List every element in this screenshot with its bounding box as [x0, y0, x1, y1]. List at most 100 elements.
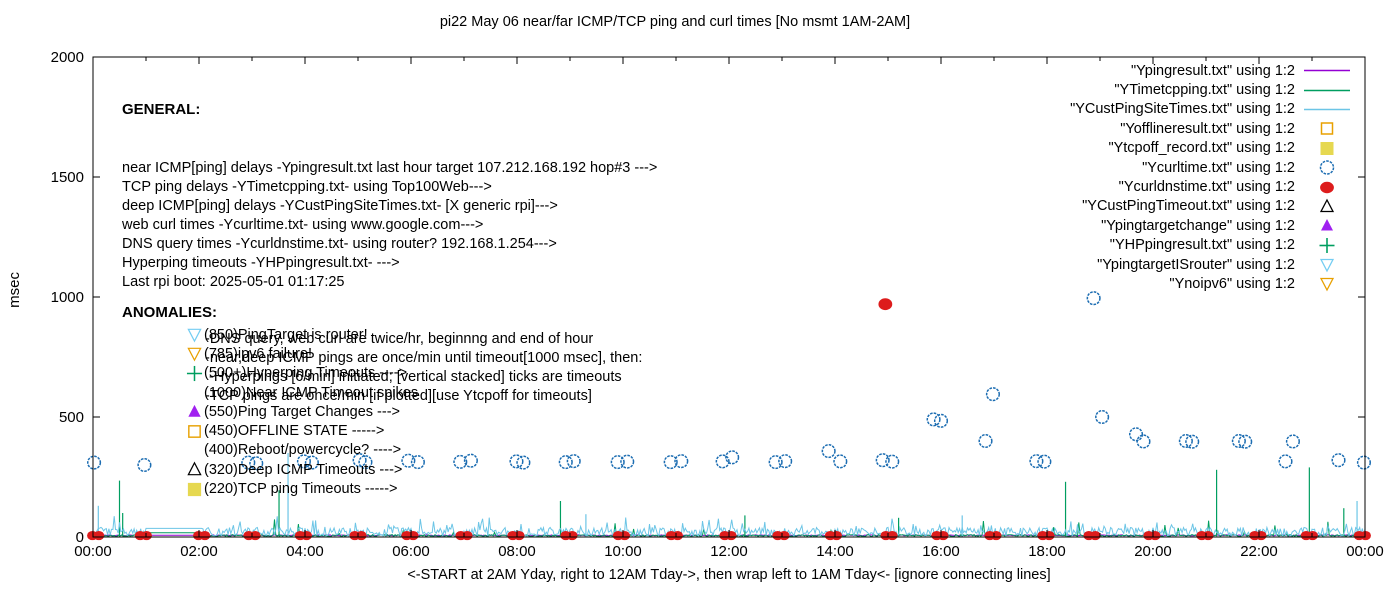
x-tick-label: 02:00	[180, 543, 218, 560]
anomalies-heading: ANOMALIES:	[122, 304, 217, 321]
series-points-Ycurltime.txt	[87, 291, 1371, 473]
square-filled-icon	[187, 482, 202, 496]
general-line: DNS query times -Ycurldnstime.txt- using…	[122, 236, 557, 252]
anomaly-row: (400)Reboot/powercycle? ---->	[186, 441, 418, 460]
legend: "Ypingresult.txt" using 1:2 "YTimetcpping…	[1070, 61, 1353, 294]
legend-row: "Ycurltime.txt" using 1:2	[1070, 158, 1353, 177]
anomaly-row: (785)ipv6 failure!	[186, 344, 418, 363]
x-axis-label: <-START at 2AM Yday, right to 12AM Tday-…	[407, 567, 1051, 583]
circle-filled-icon	[1320, 181, 1334, 193]
line-icon	[1304, 89, 1350, 91]
anomaly-spacer	[186, 442, 203, 459]
legend-label: "YpingtargetISrouter" using 1:2	[1097, 256, 1295, 273]
general-line: Last rpi boot: 2025-05-01 01:17:25	[122, 274, 345, 290]
x-tick-label: 20:00	[1134, 543, 1172, 560]
legend-row: "Ynoipv6" using 1:2	[1070, 274, 1353, 293]
general-annotation-block: GENERAL: near ICMP[ping] delays -Ypingre…	[122, 62, 657, 444]
square-filled-icon	[1320, 141, 1334, 155]
general-line: deep ICMP[ping] delays -YCustPingSiteTim…	[122, 198, 558, 214]
tri-down-open-icon	[187, 328, 202, 343]
x-tick-label: 08:00	[498, 543, 536, 560]
plus-icon	[186, 365, 203, 381]
legend-row: "YCustPingSiteTimes.txt" using 1:2	[1070, 100, 1353, 119]
general-heading: GENERAL:	[122, 101, 201, 118]
x-tick-label: 04:00	[286, 543, 324, 560]
legend-label: "Yofflineresult.txt" using 1:2	[1120, 120, 1295, 137]
tri-up-filled-icon	[1321, 219, 1333, 231]
anomaly-label: (550)Ping Target Changes --->	[204, 403, 400, 420]
anomaly-label: (320)Deep ICMP Timeouts --->	[204, 461, 403, 478]
anomaly-label: (850)PingTarget is router!	[204, 326, 368, 343]
line-icon	[1304, 108, 1350, 111]
general-lines: near ICMP[ping] delays -Ypingresult.txt …	[122, 159, 657, 292]
x-tick-label: 00:00	[74, 543, 112, 560]
y-tick-label: 0	[75, 529, 84, 546]
x-tick-label: 10:00	[604, 543, 642, 560]
tri-up-open-icon	[1319, 198, 1335, 213]
anomaly-row: (220)TCP ping Timeouts ----->	[186, 479, 418, 498]
anomaly-row: (1000)Near ICMP Timeout spikes	[186, 383, 418, 402]
x-tick-label: 00:00	[1346, 543, 1384, 560]
legend-label: "Ypingtargetchange" using 1:2	[1101, 217, 1295, 234]
anomaly-label: (450)OFFLINE STATE ----->	[204, 423, 385, 440]
legend-label: "Ycurldnstime.txt" using 1:2	[1118, 179, 1295, 196]
x-tick-label: 16:00	[922, 543, 960, 560]
x-tick-label: 22:00	[1240, 543, 1278, 560]
line-icon	[1304, 69, 1350, 72]
general-line: near ICMP[ping] delays -Ypingresult.txt …	[122, 160, 658, 176]
anomaly-row: (320)Deep ICMP Timeouts --->	[186, 460, 418, 479]
legend-label: "Ypingresult.txt" using 1:2	[1131, 62, 1295, 79]
legend-row: "Ypingresult.txt" using 1:2	[1070, 61, 1353, 80]
chart-title: pi22 May 06 near/far ICMP/TCP ping and c…	[439, 14, 911, 30]
anomaly-spacer	[186, 384, 203, 401]
x-tick-label: 06:00	[392, 543, 430, 560]
general-sub-line: -near,deep ICMP pings are once/min until…	[205, 350, 643, 366]
legend-row: "Ycurldnstime.txt" using 1:2	[1070, 177, 1353, 196]
general-sub-line: -Hyperpings [6/min] initiated; [vertical…	[205, 369, 622, 385]
anomaly-row: (550)Ping Target Changes --->	[186, 402, 418, 421]
x-tick-label: 14:00	[816, 543, 854, 560]
legend-row: "Yofflineresult.txt" using 1:2	[1070, 119, 1353, 138]
legend-row: "Ytcpoff_record.txt" using 1:2	[1070, 139, 1353, 158]
general-line: TCP ping delays -YTimetcpping.txt- using…	[122, 179, 492, 195]
general-line: web curl times -Ycurltime.txt- using www…	[122, 217, 484, 233]
anomalies-annotation-block: (850)PingTarget is router! (785)ipv6 fail…	[186, 325, 418, 499]
legend-label: "Ytcpoff_record.txt" using 1:2	[1108, 140, 1295, 157]
legend-row: "Ypingtargetchange" using 1:2	[1070, 216, 1353, 235]
general-sub-line: -DNS query, web curl are twice/hr, begin…	[205, 331, 594, 347]
legend-label: "YHPpingresult.txt" using 1:2	[1109, 237, 1295, 254]
legend-label: "YCustPingSiteTimes.txt" using 1:2	[1070, 101, 1295, 118]
tri-up-filled-icon	[188, 405, 201, 418]
anomaly-row: (450)OFFLINE STATE ----->	[186, 421, 418, 440]
y-tick-label: 500	[58, 409, 84, 426]
anomaly-row: (500+)Hyperping Timeouts ---->	[186, 364, 418, 383]
tri-down-open-icon	[187, 348, 202, 362]
legend-label: "Ycurltime.txt" using 1:2	[1142, 159, 1295, 176]
plus-icon	[1319, 237, 1335, 253]
x-tick-label: 18:00	[1028, 543, 1066, 560]
anomaly-label: (785)ipv6 failure!	[204, 345, 312, 362]
anomaly-row: (850)PingTarget is router!	[186, 325, 418, 344]
square-open-icon	[188, 424, 201, 438]
general-line: Hyperping timeouts -YHPpingresult.txt- -…	[122, 255, 400, 271]
general-sub-lines: -DNS query, web curl are twice/hr, begin…	[205, 330, 657, 406]
anomaly-label: (1000)Near ICMP Timeout spikes	[204, 384, 419, 401]
square-open-icon	[1320, 122, 1334, 136]
anomaly-label: (400)Reboot/powercycle? ---->	[204, 442, 402, 459]
legend-row: "YTimetcpping.txt" using 1:2	[1070, 80, 1353, 99]
legend-row: "YCustPingTimeout.txt" using 1:2	[1070, 197, 1353, 216]
y-tick-label: 1500	[50, 169, 84, 186]
legend-label: "YTimetcpping.txt" using 1:2	[1114, 82, 1295, 99]
tri-up-open-icon	[187, 461, 202, 476]
tri-down-open-icon	[1319, 278, 1335, 292]
legend-row: "YpingtargetISrouter" using 1:2	[1070, 255, 1353, 274]
circle-open-icon	[1319, 160, 1335, 175]
general-sub-line: -TCP pings are once/min [if plotted][use…	[205, 388, 592, 404]
y-tick-label: 2000	[50, 49, 84, 66]
tri-down-open-icon	[1319, 258, 1335, 273]
legend-row: "YHPpingresult.txt" using 1:2	[1070, 236, 1353, 255]
anomaly-label: (220)TCP ping Timeouts ----->	[204, 481, 398, 498]
series-points-Ycurldnstime.txt	[87, 298, 1371, 541]
